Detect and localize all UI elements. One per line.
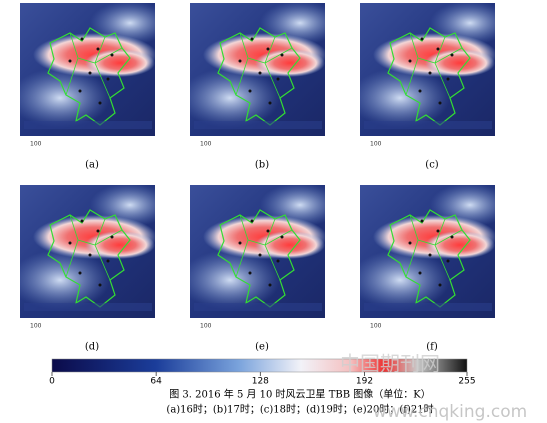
watermark-url: www.cnqking.com (373, 402, 527, 422)
axis-label: 100 (370, 323, 382, 330)
panel-label: (a) (85, 160, 99, 171)
watermark-text: 中国期刊网 (340, 352, 440, 376)
tick-label: 255 (458, 377, 475, 387)
axis-label: 100 (30, 141, 42, 148)
panel-label: (b) (255, 160, 269, 171)
satellite-image (10, 1, 170, 136)
subcaption: (a)16时；(b)17时；(c)18时；(d)19时；(e)20时；(f)21… (166, 404, 433, 416)
axis-label: 100 (30, 323, 42, 330)
caption: 图 3. 2016 年 5 月 10 时风云卫星 TBB 图像（单位：K） (169, 388, 431, 401)
satellite-image (180, 183, 340, 318)
tick-label: 64 (150, 377, 162, 387)
panels: 100 (a) 100 (b) 100 (c) 100 (d) 100 (e) 100 (f) (10, 1, 510, 353)
panel-label: (d) (85, 342, 99, 353)
satellite-image (350, 1, 510, 136)
colorbar: 0 64 128 192 255 (49, 358, 476, 387)
tick-label: 0 (49, 377, 55, 387)
satellite-image (180, 1, 340, 136)
panel-label: (e) (255, 342, 269, 353)
tick-label: 192 (356, 377, 373, 387)
panel-label: (f) (426, 342, 438, 353)
satellite-image (10, 183, 170, 318)
satellite-image (350, 183, 510, 318)
panel-label: (c) (425, 160, 439, 171)
axis-label: 100 (200, 141, 212, 148)
colorbar-gradient (51, 358, 468, 373)
axis-label: 100 (200, 323, 212, 330)
tick-label: 128 (252, 377, 269, 387)
axis-label: 100 (370, 141, 382, 148)
